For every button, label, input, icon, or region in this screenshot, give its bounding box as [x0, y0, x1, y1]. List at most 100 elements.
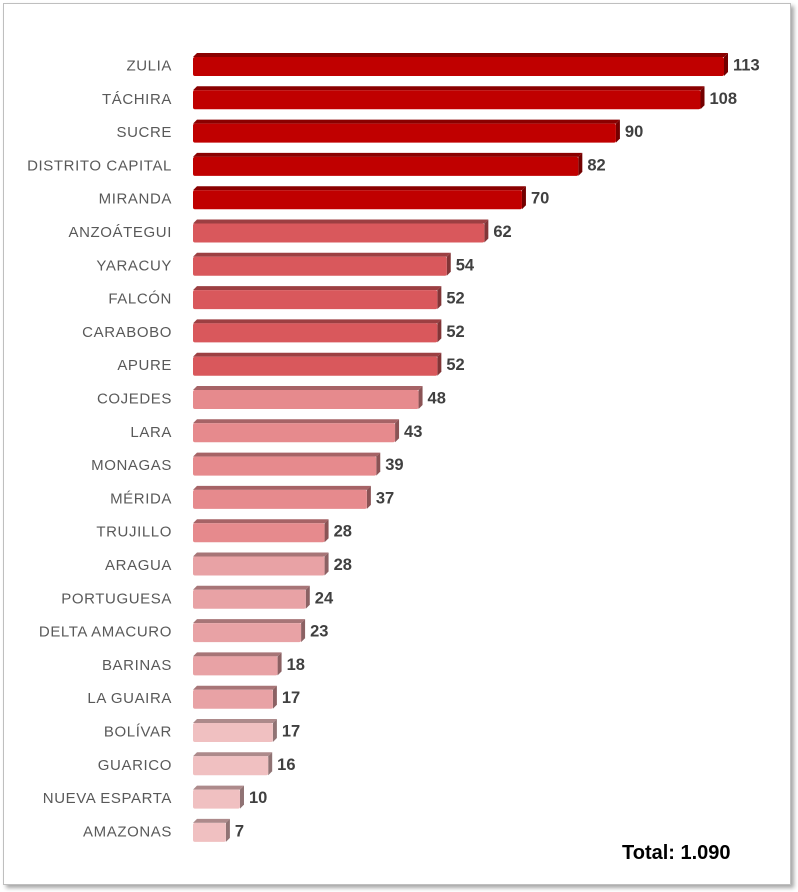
value-label: 54	[456, 256, 475, 274]
value-label: 108	[710, 90, 738, 108]
category-label: APURE	[117, 357, 172, 374]
value-label: 52	[446, 356, 464, 374]
bar-side-face	[418, 386, 423, 409]
bar-front-face	[193, 190, 522, 210]
bar-top-face	[193, 785, 244, 790]
category-label: COJEDES	[97, 391, 172, 408]
value-label: 28	[334, 523, 352, 541]
bar	[193, 485, 371, 509]
category-label: DISTRITO CAPITAL	[27, 157, 172, 174]
value-label: 52	[446, 323, 464, 341]
bar-top-face	[193, 419, 400, 424]
bar-side-face	[305, 585, 310, 609]
category-label: BARINAS	[102, 657, 172, 674]
value-labels: 1131089082706254525252484339372828242318…	[235, 57, 760, 841]
bar-side-face	[437, 286, 442, 310]
bar	[193, 252, 451, 276]
bar	[193, 552, 329, 576]
bar-front-face	[193, 90, 701, 110]
bar	[193, 585, 310, 609]
category-labels: ZULIA TÁCHIRA SUCRE DISTRITO CAPITAL MIRANDA…	[27, 58, 172, 841]
value-label: 23	[310, 623, 328, 641]
category-label: MONAGAS	[91, 457, 172, 474]
category-label: TÁCHIRA	[102, 91, 172, 108]
bar-front-face	[193, 689, 273, 709]
bar	[193, 386, 423, 409]
bar-top-face	[193, 352, 442, 357]
bar-side-face	[239, 785, 244, 809]
bar	[193, 519, 329, 543]
bar-front-face	[193, 756, 269, 776]
bar-side-face	[484, 219, 489, 243]
bar-top-face	[193, 752, 273, 757]
bar-front-face	[193, 223, 485, 243]
value-label: 28	[334, 556, 352, 574]
bar-front-face	[193, 789, 240, 809]
bar-side-face	[395, 419, 400, 443]
value-label: 37	[376, 489, 394, 507]
value-label: 43	[404, 423, 422, 441]
bar-front-face	[193, 323, 438, 343]
category-label: PORTUGUESA	[61, 590, 172, 607]
bar-top-face	[193, 386, 423, 390]
bar-top-face	[193, 585, 310, 590]
bar-front-face	[193, 390, 419, 409]
bar-top-face	[193, 552, 329, 557]
bar-front-face	[193, 123, 616, 143]
bar-front-face	[193, 456, 377, 476]
value-label: 113	[733, 57, 760, 75]
category-label: MIRANDA	[99, 191, 172, 208]
value-label: 52	[446, 290, 464, 308]
category-label: LA GUAIRA	[87, 690, 172, 707]
bar-side-face	[437, 352, 442, 376]
value-label: 48	[428, 390, 446, 408]
bar-side-face	[615, 119, 620, 143]
bar-side-face	[272, 719, 277, 742]
value-label: 62	[493, 223, 511, 241]
bar-front-face	[193, 290, 438, 310]
bar-side-face	[277, 652, 282, 676]
bar	[193, 419, 400, 443]
bar-front-face	[193, 156, 579, 176]
bar-top-face	[193, 152, 583, 157]
category-label: SUCRE	[116, 124, 172, 141]
value-label: 90	[625, 123, 643, 141]
category-label: GUARICO	[98, 757, 172, 774]
category-label: ARAGUA	[105, 557, 172, 574]
bar-front-face	[193, 57, 724, 76]
bar-top-face	[193, 519, 329, 524]
bar	[193, 685, 277, 709]
bar-front-face	[193, 523, 325, 543]
bar-side-face	[700, 86, 705, 110]
value-label: 7	[235, 822, 244, 840]
value-label: 17	[282, 689, 300, 707]
bar-front-face	[193, 489, 367, 509]
category-label: LARA	[130, 424, 172, 441]
bar-side-face	[376, 452, 381, 476]
bar-top-face	[193, 319, 442, 324]
bar-chart: ZULIA TÁCHIRA SUCRE DISTRITO CAPITAL MIRANDA…	[27, 53, 760, 842]
category-label: ANZOÁTEGUI	[68, 224, 172, 241]
value-label: 39	[385, 456, 403, 474]
value-label: 82	[587, 156, 605, 174]
chart-frame: ZULIA TÁCHIRA SUCRE DISTRITO CAPITAL MIRANDA…	[3, 3, 791, 885]
total-label: Total: 1.090	[622, 842, 731, 864]
category-label: YARACUY	[96, 257, 172, 274]
bar	[193, 319, 442, 343]
bar-top-face	[193, 286, 442, 291]
bars-layer	[193, 53, 728, 842]
category-label: DELTA AMACURO	[39, 624, 172, 641]
bar-side-face	[437, 319, 442, 343]
bar-side-face	[324, 552, 329, 576]
bar-side-face	[446, 252, 451, 276]
category-label: CARABOBO	[82, 324, 172, 341]
bar-side-face	[324, 519, 329, 543]
bar-top-face	[193, 86, 705, 91]
bar-front-face	[193, 822, 226, 842]
bar-front-face	[193, 356, 438, 376]
bar	[193, 719, 277, 742]
bar-top-face	[193, 485, 371, 490]
bar-top-face	[193, 719, 277, 723]
bar-side-face	[225, 818, 230, 842]
bar-side-face	[301, 619, 306, 643]
